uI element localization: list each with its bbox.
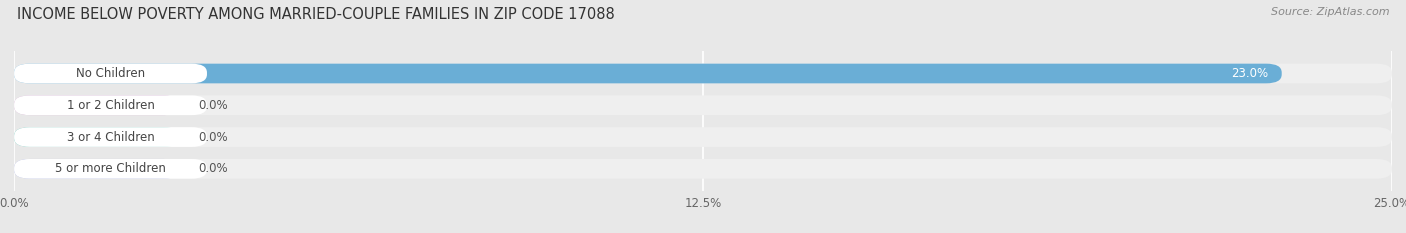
FancyBboxPatch shape xyxy=(14,159,207,179)
Text: 23.0%: 23.0% xyxy=(1230,67,1268,80)
Text: INCOME BELOW POVERTY AMONG MARRIED-COUPLE FAMILIES IN ZIP CODE 17088: INCOME BELOW POVERTY AMONG MARRIED-COUPL… xyxy=(17,7,614,22)
Text: No Children: No Children xyxy=(76,67,145,80)
Text: 0.0%: 0.0% xyxy=(198,130,228,144)
FancyBboxPatch shape xyxy=(14,159,1392,179)
FancyBboxPatch shape xyxy=(14,96,207,115)
Text: 0.0%: 0.0% xyxy=(198,162,228,175)
Text: 0.0%: 0.0% xyxy=(198,99,228,112)
FancyBboxPatch shape xyxy=(14,159,180,179)
FancyBboxPatch shape xyxy=(14,96,1392,115)
FancyBboxPatch shape xyxy=(14,127,207,147)
Text: 5 or more Children: 5 or more Children xyxy=(55,162,166,175)
FancyBboxPatch shape xyxy=(14,96,180,115)
FancyBboxPatch shape xyxy=(14,64,1392,83)
FancyBboxPatch shape xyxy=(14,127,1392,147)
Text: 3 or 4 Children: 3 or 4 Children xyxy=(66,130,155,144)
FancyBboxPatch shape xyxy=(14,127,180,147)
FancyBboxPatch shape xyxy=(14,64,207,83)
Text: 1 or 2 Children: 1 or 2 Children xyxy=(66,99,155,112)
FancyBboxPatch shape xyxy=(14,64,1282,83)
Text: Source: ZipAtlas.com: Source: ZipAtlas.com xyxy=(1271,7,1389,17)
